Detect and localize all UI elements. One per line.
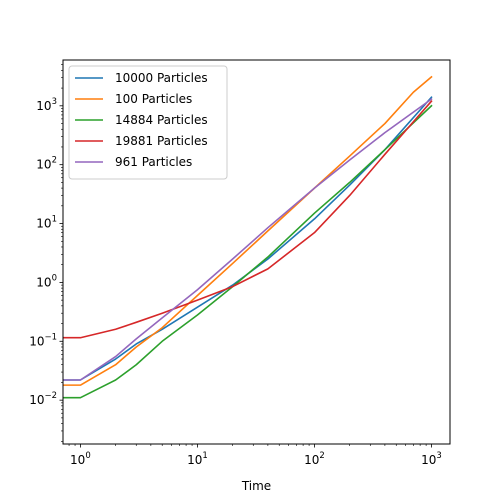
legend-label: 100 Particles <box>115 92 192 106</box>
series-line-4 <box>63 100 433 339</box>
legend: 10000 Particles 100 Particles 14884 Partic… <box>68 65 228 180</box>
x-tick-label: 100 <box>70 451 91 467</box>
y-tick-label: 102 <box>36 156 57 172</box>
series-line-3 <box>63 104 433 399</box>
y-tick-label: 101 <box>36 215 57 231</box>
x-tick-label: 101 <box>187 451 208 467</box>
y-axis: 10−2 10−1 100 101 102 103 <box>29 64 63 442</box>
series-layer <box>63 75 433 399</box>
y-tick-label: 100 <box>36 273 57 289</box>
y-tick-label: 10−1 <box>29 332 57 348</box>
y-tick-label: 10−2 <box>29 391 57 407</box>
x-tick-label: 103 <box>421 451 442 467</box>
legend-label: 14884 Particles <box>115 113 208 127</box>
x-axis-label: Time <box>241 479 271 493</box>
series-line-5 <box>63 97 433 381</box>
x-axis: 100 101 102 103 <box>68 444 442 467</box>
legend-label: 10000 Particles <box>115 71 208 85</box>
y-tick-label: 103 <box>36 97 57 113</box>
series-line-2 <box>63 75 433 386</box>
legend-label: 19881 Particles <box>115 134 208 148</box>
legend-label: 961 Particles <box>115 155 192 169</box>
axes-frame <box>62 59 451 445</box>
x-tick-label: 102 <box>304 451 325 467</box>
legend-box <box>68 65 228 180</box>
series-line-1 <box>63 96 433 381</box>
